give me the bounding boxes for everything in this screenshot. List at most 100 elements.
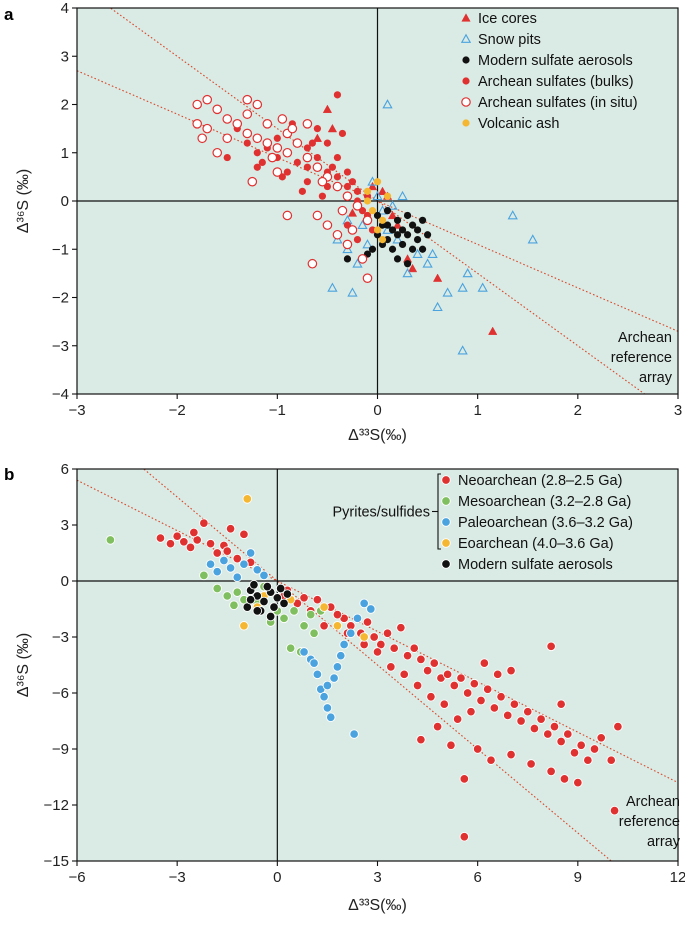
legend-marker	[441, 559, 451, 569]
data-point	[363, 187, 372, 195]
data-point	[232, 587, 243, 597]
x-tick-label: 0	[373, 402, 381, 419]
x-tick-label: −6	[68, 869, 85, 886]
y-tick-label: −12	[44, 797, 69, 814]
data-point	[285, 643, 296, 653]
data-point	[422, 665, 433, 676]
data-point	[509, 699, 520, 709]
data-point	[526, 759, 536, 769]
data-point	[303, 178, 311, 186]
legend: Neoarchean (2.8–2.5 Ga) Mesoarchean (3.2–…	[332, 473, 632, 573]
x-axis-label: Δ³³S(‰)	[348, 897, 407, 914]
x-tick-label: 2	[574, 402, 582, 419]
data-point	[506, 749, 516, 760]
annotation-text: Archean	[618, 330, 672, 346]
data-point	[309, 658, 319, 668]
data-point	[382, 628, 393, 639]
data-point	[409, 643, 419, 653]
data-point	[596, 733, 606, 743]
data-point	[312, 210, 323, 221]
data-point	[386, 662, 396, 672]
data-point	[496, 691, 506, 702]
data-point	[272, 593, 283, 603]
data-point	[527, 234, 538, 244]
data-point	[165, 538, 176, 549]
data-point	[442, 287, 453, 297]
data-point	[546, 641, 556, 652]
data-point	[393, 216, 402, 224]
legend-entry: Modern sulfate aerosols	[458, 557, 613, 573]
data-point	[549, 721, 560, 732]
data-point	[302, 119, 313, 129]
data-point	[352, 258, 363, 268]
data-point	[229, 600, 239, 611]
data-point	[199, 570, 209, 581]
data-point	[348, 178, 357, 186]
legend-group-label: Pyrites/sulfides	[332, 505, 430, 521]
data-point	[383, 221, 392, 229]
data-point	[319, 691, 329, 702]
x-tick-label: −1	[269, 402, 286, 419]
data-point	[388, 245, 397, 253]
series-5	[192, 94, 373, 283]
data-point	[247, 176, 258, 187]
x-tick-label: −2	[169, 402, 186, 419]
data-point	[303, 144, 311, 152]
data-point	[232, 119, 243, 129]
data-point	[197, 133, 208, 144]
data-point	[347, 225, 358, 235]
data-point	[398, 226, 407, 234]
legend-entry: Paleoarchean (3.6–3.2 Ga)	[458, 515, 633, 531]
legend-marker	[462, 119, 470, 127]
x-axis-label: Δ³³S(‰)	[348, 427, 407, 444]
data-point	[205, 559, 216, 569]
data-point	[576, 740, 586, 751]
data-point	[609, 805, 620, 816]
data-point	[212, 104, 223, 115]
data-point	[313, 125, 321, 133]
y-tick-label: −3	[52, 629, 69, 646]
data-point	[332, 234, 343, 244]
data-point	[432, 301, 443, 312]
data-point	[412, 680, 423, 691]
data-point	[343, 182, 352, 191]
data-point	[333, 153, 342, 162]
data-point	[332, 621, 343, 631]
data-point	[292, 138, 303, 148]
data-point	[413, 236, 422, 244]
data-point	[366, 604, 376, 614]
data-point	[212, 548, 222, 558]
series-3	[343, 207, 432, 268]
legend-entry: Archean sulfates (in situ)	[478, 95, 638, 111]
data-point	[388, 226, 397, 234]
data-point	[332, 609, 343, 620]
data-point	[322, 680, 333, 691]
data-point	[398, 240, 407, 249]
y-tick-label: −2	[52, 290, 69, 307]
data-point	[289, 606, 299, 616]
data-point	[393, 255, 402, 263]
data-point	[332, 662, 343, 672]
data-point	[457, 345, 468, 355]
data-point	[313, 153, 321, 162]
data-point	[583, 755, 593, 765]
x-tick-label: 0	[273, 869, 281, 886]
data-point	[323, 139, 332, 147]
y-tick-label: −3	[52, 338, 69, 355]
data-point	[529, 723, 540, 734]
data-point	[353, 187, 362, 195]
data-point	[488, 326, 498, 335]
data-point	[353, 236, 362, 244]
data-point	[262, 581, 273, 592]
legend-marker	[441, 517, 451, 527]
data-point	[393, 231, 402, 239]
data-point	[368, 226, 377, 234]
data-point	[327, 123, 338, 133]
data-point	[223, 153, 231, 162]
data-point	[536, 714, 546, 724]
x-tick-label: 9	[574, 869, 582, 886]
data-point	[382, 99, 393, 109]
legend-marker	[460, 33, 472, 43]
legend-entry: Mesoarchean (3.2–2.8 Ga)	[458, 494, 631, 510]
